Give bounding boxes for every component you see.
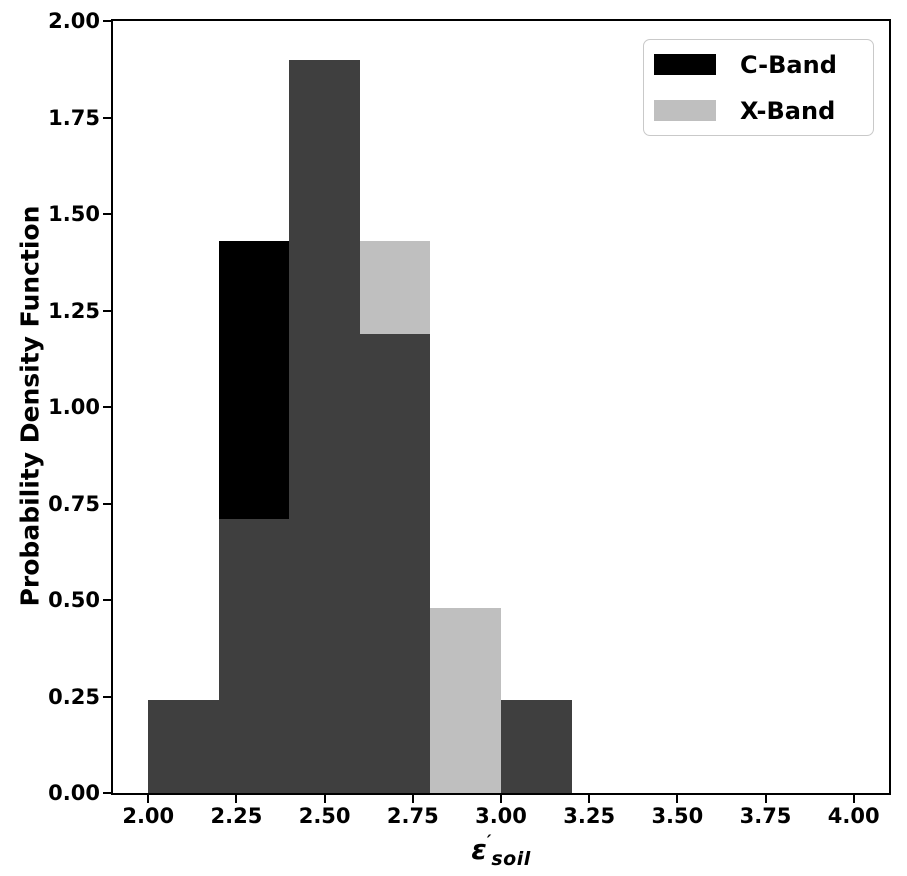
y-axis-title: Probability Density Function [15, 205, 45, 607]
x-tick-mark [323, 794, 326, 803]
y-tick-label: 0.25 [48, 684, 100, 709]
y-tick-label: 0.75 [48, 491, 100, 516]
histogram-bar-segment [359, 333, 431, 793]
y-tick-mark [103, 599, 112, 601]
x-tick-mark [764, 794, 767, 803]
y-tick-label: 1.50 [48, 202, 100, 226]
histogram-bar-segment [359, 241, 431, 334]
y-tick-mark [103, 695, 112, 698]
legend-item-c-band: C-Band [654, 53, 873, 77]
x-tick-label: 2.50 [298, 804, 351, 828]
y-tick-label: 1.25 [48, 298, 100, 323]
plot-area [113, 21, 889, 793]
x-tick-label: 2.75 [386, 804, 439, 828]
x-axis-subscript: soil [491, 848, 531, 870]
y-tick-label: 0.50 [48, 588, 100, 612]
y-tick-label: 0.00 [48, 781, 100, 805]
x-tick-label: 3.25 [563, 804, 616, 828]
histogram-bar-segment [218, 518, 290, 793]
y-tick-mark [103, 116, 112, 119]
y-tick-label: 2.00 [48, 9, 100, 33]
x-tick-label: 3.00 [475, 804, 527, 828]
y-tick-mark [103, 309, 112, 312]
y-tick-mark [103, 406, 112, 408]
x-tick-mark [235, 794, 238, 803]
legend-item-x-band: X-Band [654, 99, 873, 123]
prime-symbol: ′ [486, 832, 492, 852]
c-band-swatch [654, 54, 716, 75]
x-tick-label: 3.50 [651, 804, 704, 828]
x-axis-title: ε′soil [113, 832, 889, 870]
y-tick-mark [103, 20, 112, 22]
x-tick-mark [411, 794, 414, 803]
histogram-bar-segment [289, 59, 360, 793]
y-tick-mark [103, 792, 112, 794]
epsilon-symbol: ε [471, 833, 487, 866]
x-band-swatch [654, 100, 716, 121]
y-tick-label: 1.00 [48, 395, 100, 419]
c-band-label: C-Band [740, 50, 837, 79]
x-tick-mark [588, 794, 591, 803]
y-tick-mark [103, 502, 112, 505]
x-tick-mark [500, 794, 502, 803]
histogram-bar-segment [501, 700, 572, 793]
x-tick-label: 2.00 [122, 804, 175, 828]
x-tick-mark [676, 794, 679, 803]
x-tick-mark [852, 794, 855, 803]
y-tick-mark [103, 213, 112, 215]
histogram-bar-segment [148, 700, 219, 793]
x-tick-label: 2.25 [210, 804, 263, 828]
x-band-label: X-Band [740, 96, 836, 125]
x-tick-label: 3.75 [739, 804, 792, 828]
histogram-bar-segment [430, 607, 501, 793]
histogram-bar-segment [218, 241, 290, 519]
x-tick-label: 4.00 [827, 804, 880, 828]
x-tick-mark [147, 794, 150, 803]
y-tick-label: 1.75 [48, 105, 100, 130]
legend: C-Band X-Band [643, 39, 874, 136]
